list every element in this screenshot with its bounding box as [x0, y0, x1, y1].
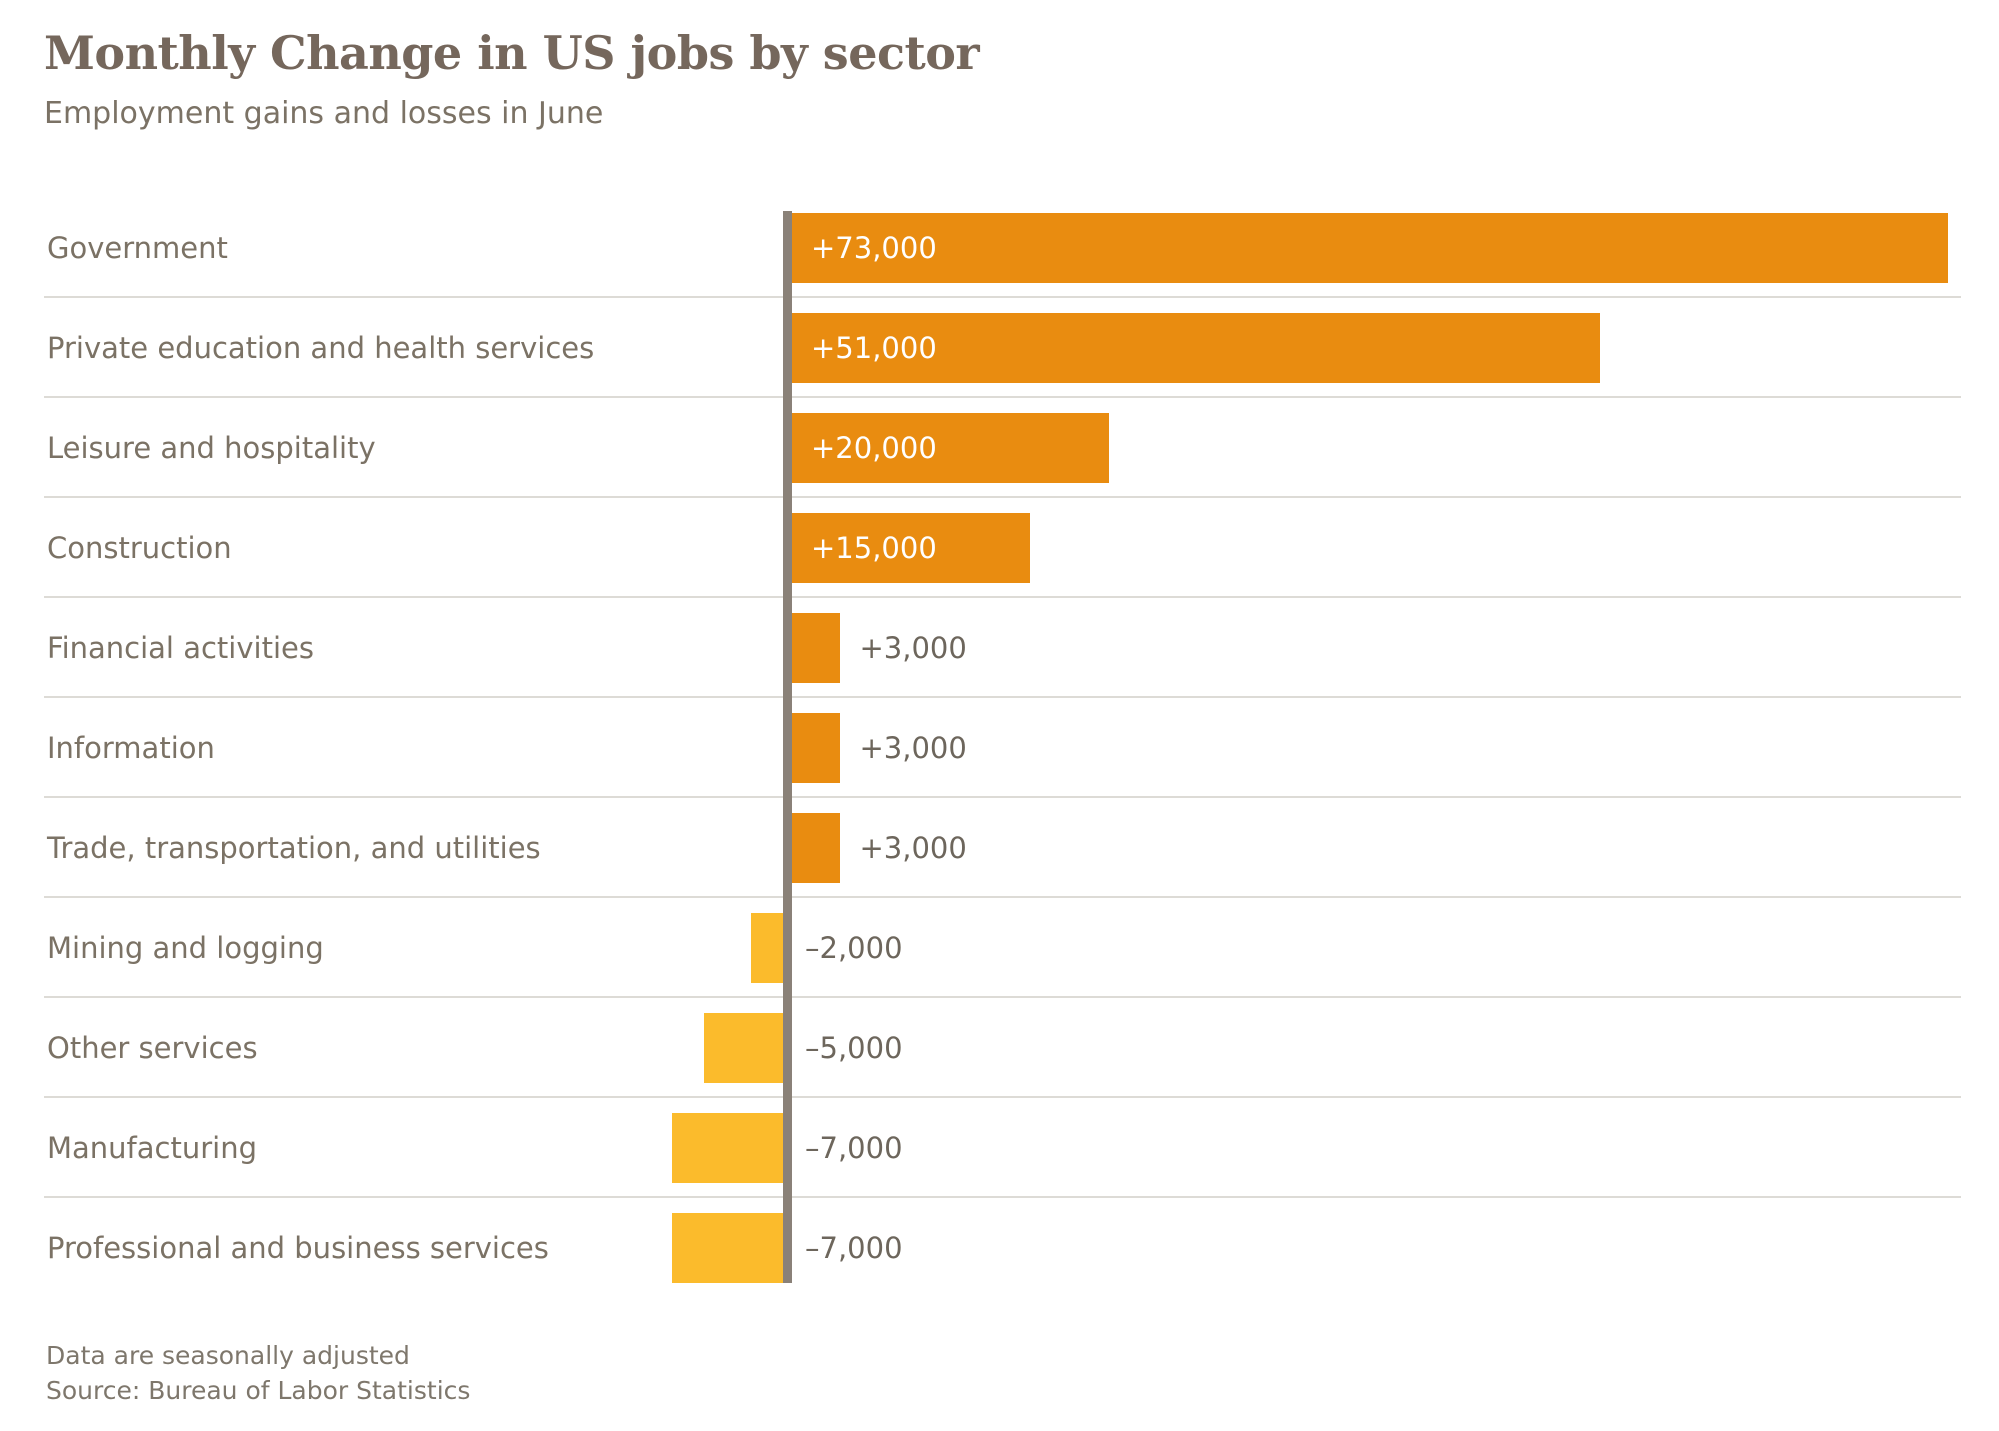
category-label: Trade, transportation, and utilities	[47, 831, 541, 865]
chart-area: Government +73,000 Private education and h…	[44, 198, 1961, 1298]
table-row: Professional and business services –7,000	[44, 1198, 1961, 1298]
positive-bar	[792, 613, 840, 683]
value-label: +73,000	[811, 231, 937, 265]
zero-axis-line	[783, 211, 792, 1283]
table-row: Trade, transportation, and utilities +3,0…	[44, 798, 1961, 898]
table-row: Construction +15,000	[44, 498, 1961, 598]
value-label: +3,000	[859, 831, 967, 865]
table-row: Information +3,000	[44, 698, 1961, 798]
footnote: Data are seasonally adjusted	[46, 1341, 410, 1370]
value-label: –7,000	[805, 1231, 903, 1265]
positive-bar	[792, 713, 840, 783]
value-label: +3,000	[859, 631, 967, 665]
category-label: Professional and business services	[47, 1231, 549, 1265]
category-label: Government	[47, 231, 228, 265]
positive-bar	[792, 313, 1600, 383]
positive-bar	[792, 413, 1109, 483]
table-row: Government +73,000	[44, 198, 1961, 298]
value-label: +3,000	[859, 731, 967, 765]
negative-bar	[672, 1213, 783, 1283]
category-label: Construction	[47, 531, 232, 565]
category-label: Other services	[47, 1031, 258, 1065]
source-credit: Source: Bureau of Labor Statistics	[46, 1376, 471, 1405]
table-row: Financial activities +3,000	[44, 598, 1961, 698]
category-label: Manufacturing	[47, 1131, 257, 1165]
positive-bar	[792, 513, 1030, 583]
chart-subtitle: Employment gains and losses in June	[44, 96, 604, 131]
negative-bar	[703, 1013, 783, 1083]
table-row: Mining and logging –2,000	[44, 898, 1961, 998]
category-label: Leisure and hospitality	[47, 431, 376, 465]
chart-footer: Data are seasonally adjusted Source: Bur…	[46, 1338, 470, 1408]
page-title: Monthly Change in US jobs by sector	[44, 26, 980, 80]
positive-bar	[792, 813, 840, 883]
value-label: –7,000	[805, 1131, 903, 1165]
table-row: Leisure and hospitality +20,000	[44, 398, 1961, 498]
category-label: Mining and logging	[47, 931, 324, 965]
table-row: Manufacturing –7,000	[44, 1098, 1961, 1198]
value-label: +51,000	[811, 331, 937, 365]
table-row: Private education and health services +51…	[44, 298, 1961, 398]
value-label: –5,000	[805, 1031, 903, 1065]
category-label: Information	[47, 731, 215, 765]
table-row: Other services –5,000	[44, 998, 1961, 1098]
value-label: +20,000	[811, 431, 937, 465]
value-label: +15,000	[811, 531, 937, 565]
positive-bar	[792, 213, 1948, 283]
value-label: –2,000	[805, 931, 903, 965]
negative-bar	[672, 1113, 783, 1183]
category-label: Financial activities	[47, 631, 314, 665]
category-label: Private education and health services	[47, 331, 595, 365]
negative-bar	[751, 913, 783, 983]
